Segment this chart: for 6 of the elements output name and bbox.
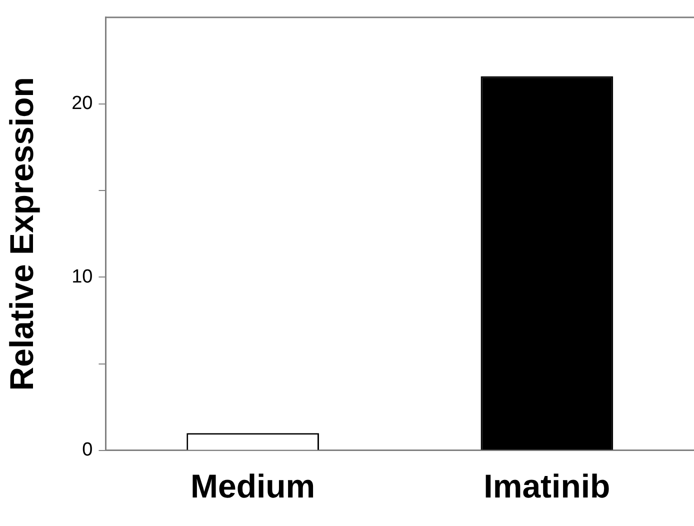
x-tick-label: Medium: [190, 467, 316, 504]
y-tick-label: 20: [72, 93, 93, 114]
y-axis-title: Relative Expression: [2, 77, 40, 391]
y-tick-label: 10: [72, 266, 93, 288]
x-tick-label: Imatinib: [484, 467, 610, 504]
y-tick-label: 0: [82, 440, 93, 461]
